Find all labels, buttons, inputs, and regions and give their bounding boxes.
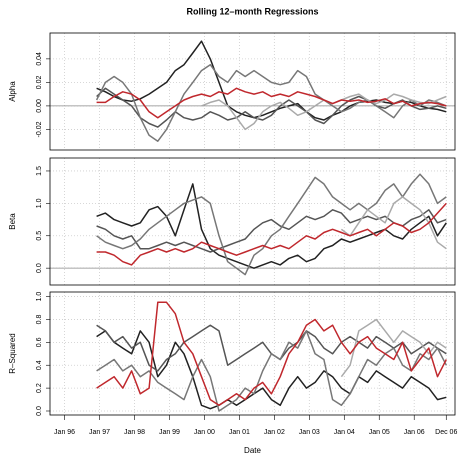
y-tick-label: 0.04 [36, 52, 43, 66]
series-line [96, 330, 447, 410]
y-axis-label: Beta [8, 213, 17, 230]
y-axis-label: Alpha [8, 81, 17, 102]
series-line [96, 209, 447, 253]
y-tick-label: 0.4 [36, 360, 43, 370]
panel-frame [49, 157, 456, 286]
series-line [96, 301, 447, 407]
y-tick-label: -0.02 [36, 121, 43, 137]
y-tick-label: 0.5 [36, 231, 43, 241]
y-tick-label: 1.5 [36, 166, 43, 176]
series-line [95, 63, 447, 142]
x-tick-label: Jan 06 [404, 429, 425, 436]
series-line [96, 202, 447, 266]
y-tick-label: 0.02 [36, 75, 43, 89]
y-tick-label: 0.6 [36, 337, 43, 347]
y-tick-label: 0.00 [36, 99, 43, 113]
x-tick-label: Jan 03 [299, 429, 320, 436]
x-tick-label: Jan 99 [159, 429, 180, 436]
x-tick-label: Dec 06 [435, 429, 457, 436]
series-line [96, 173, 447, 276]
y-tick-label: 1.0 [36, 292, 43, 302]
y-tick-label: 0.2 [36, 383, 43, 393]
x-tick-label: Jan 96 [54, 429, 75, 436]
y-tick-label: 0.8 [36, 314, 43, 324]
x-axis-label: Date [244, 446, 261, 455]
series-line [96, 87, 447, 119]
series-line [96, 330, 447, 412]
y-tick-label: 0.0 [36, 263, 43, 273]
x-tick-label: Jan 98 [124, 429, 145, 436]
chart-title: Rolling 12–month Regressions [186, 6, 318, 16]
y-axis-label: R–Squared [8, 333, 17, 373]
panel-frame [49, 32, 456, 151]
x-tick-label: Jan 97 [89, 429, 110, 436]
y-tick-label: 0.0 [36, 406, 43, 416]
series-line [96, 183, 447, 269]
x-tick-label: Jan 00 [194, 429, 215, 436]
x-tick-label: Jan 05 [369, 429, 390, 436]
x-tick-label: Jan 01 [229, 429, 250, 436]
panel-frame [49, 291, 456, 416]
x-tick-label: Jan 04 [334, 429, 355, 436]
y-tick-label: 1.0 [36, 198, 43, 208]
series-line [340, 318, 447, 378]
series-line [96, 87, 447, 128]
series-line [96, 40, 447, 121]
x-tick-label: Jan 02 [264, 429, 285, 436]
